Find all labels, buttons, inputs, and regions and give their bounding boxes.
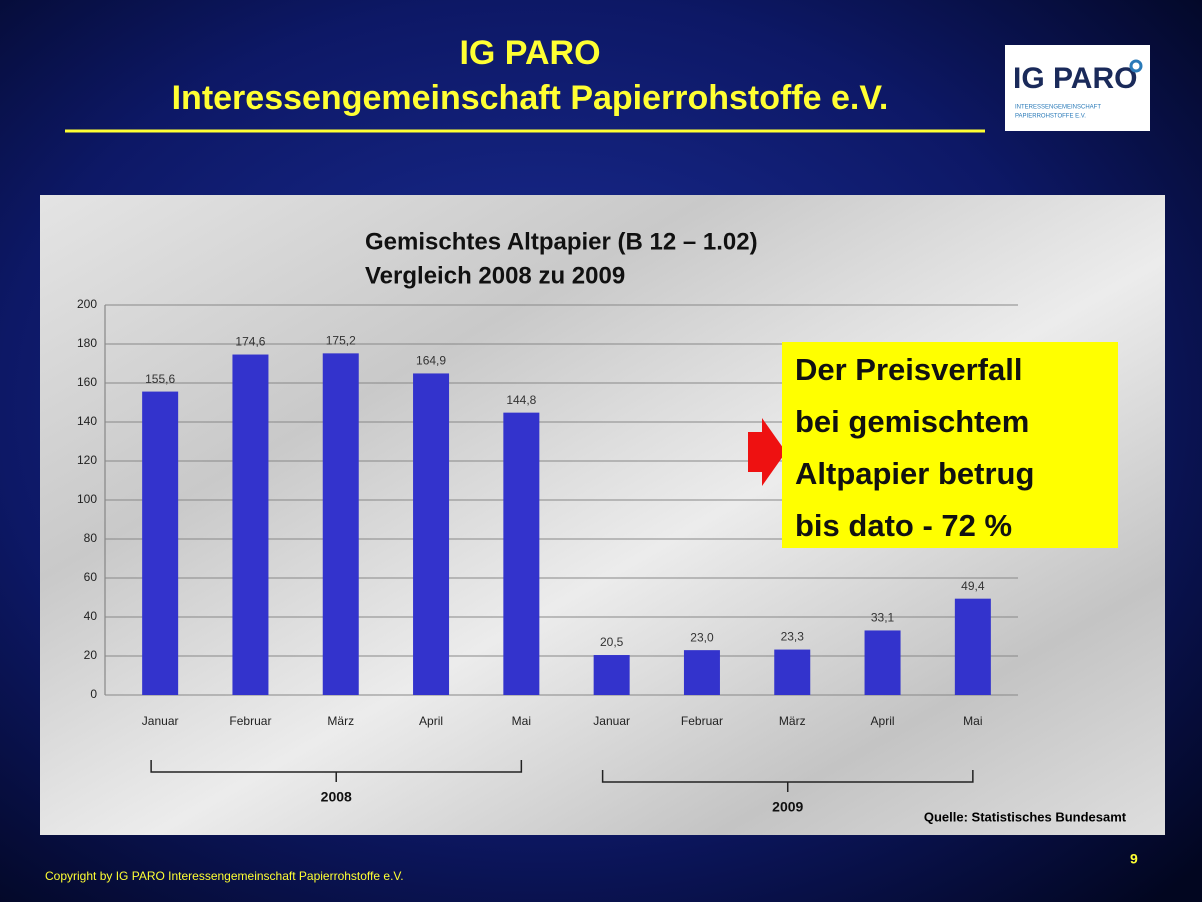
y-tick-label: 180 xyxy=(77,336,97,350)
callout-text: bis dato - 72 % xyxy=(795,508,1012,543)
x-tick-label: Januar xyxy=(593,714,630,728)
y-tick-label: 80 xyxy=(84,531,98,545)
bar xyxy=(954,598,991,695)
slide-subtitle: Interessengemeinschaft Papierrohstoffe e… xyxy=(172,79,889,117)
x-tick-label: Februar xyxy=(681,714,723,728)
logo-icon xyxy=(1129,59,1143,73)
bar xyxy=(774,649,811,695)
bar xyxy=(864,630,901,695)
group-label: 2009 xyxy=(772,799,803,815)
callout-text: bei gemischtem xyxy=(795,404,1029,439)
y-tick-label: 200 xyxy=(77,297,97,311)
group-bracket xyxy=(150,760,523,782)
x-tick-label: Februar xyxy=(229,714,271,728)
x-tick-label: Mai xyxy=(512,714,531,728)
value-label: 144,8 xyxy=(506,393,536,407)
copyright: Copyright by IG PARO Interessengemeinsch… xyxy=(45,869,404,883)
value-label: 164,9 xyxy=(416,354,446,368)
value-label: 155,6 xyxy=(145,372,175,386)
y-tick-label: 60 xyxy=(84,570,98,584)
logo xyxy=(1005,45,1150,131)
value-label: 20,5 xyxy=(600,635,624,649)
y-tick-label: 160 xyxy=(77,375,97,389)
bar xyxy=(413,373,450,695)
x-tick-label: Mai xyxy=(963,714,982,728)
bar xyxy=(232,354,269,695)
x-tick-label: April xyxy=(419,714,443,728)
x-tick-label: April xyxy=(871,714,895,728)
x-tick-label: März xyxy=(779,714,806,728)
value-label: 33,1 xyxy=(871,611,895,625)
callout-box xyxy=(782,342,1118,548)
source: Quelle: Statistisches Bundesamt xyxy=(924,809,1127,824)
y-tick-label: 20 xyxy=(84,648,98,662)
y-tick-label: 40 xyxy=(84,609,98,623)
callout-text: Der Preisverfall xyxy=(795,352,1022,387)
value-label: 23,3 xyxy=(781,630,805,644)
y-tick-label: 120 xyxy=(77,453,97,467)
bar xyxy=(503,412,540,695)
value-label: 174,6 xyxy=(235,335,265,349)
bar xyxy=(683,650,720,695)
x-tick-label: Januar xyxy=(142,714,179,728)
y-tick-label: 100 xyxy=(77,492,97,506)
logo-tagline: PAPIERROHSTOFFE E.V. xyxy=(1015,114,1086,120)
slide-title: IG PARO xyxy=(459,34,600,72)
callout-text: Altpapier betrug xyxy=(795,456,1034,491)
logo-tagline: INTERESSENGEMEINSCHAFT xyxy=(1015,105,1101,111)
logo-name: IG PARO xyxy=(1013,62,1137,95)
value-label: 49,4 xyxy=(961,579,985,593)
value-label: 23,0 xyxy=(690,630,714,644)
page-number: 9 xyxy=(1130,851,1138,867)
chart-title: Vergleich 2008 zu 2009 xyxy=(365,262,625,289)
value-label: 175,2 xyxy=(326,334,356,348)
bar xyxy=(322,353,359,695)
x-tick-label: März xyxy=(327,714,354,728)
group-bracket xyxy=(601,770,974,792)
y-tick-label: 140 xyxy=(77,414,97,428)
callout-arrow xyxy=(748,418,786,486)
chart-title: Gemischtes Altpapier (B 12 – 1.02) xyxy=(365,228,758,255)
y-tick-label: 0 xyxy=(90,687,97,701)
group-label: 2008 xyxy=(321,789,352,805)
bar xyxy=(142,391,179,695)
bar xyxy=(593,655,630,695)
